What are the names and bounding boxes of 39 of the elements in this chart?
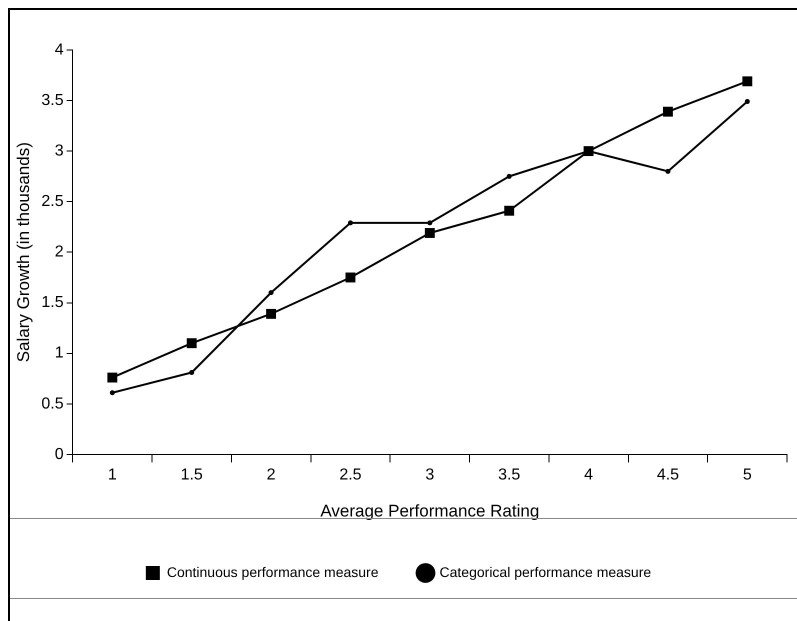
point bbox=[427, 220, 432, 226]
point bbox=[662, 106, 673, 117]
x-tick-label: 2.5 bbox=[339, 466, 362, 484]
y-tick-label: 3 bbox=[54, 142, 64, 160]
x-tick-label: 2 bbox=[266, 466, 276, 484]
legend-label: Continuous performance measure bbox=[166, 564, 379, 580]
point bbox=[424, 228, 435, 238]
point bbox=[742, 76, 752, 86]
y-tick-label: 2 bbox=[54, 244, 64, 261]
point bbox=[266, 308, 276, 319]
y-axis-title: Salary Growth (in thousands) bbox=[14, 142, 33, 362]
point bbox=[107, 372, 118, 383]
x-axis-title: Average Performance Rating bbox=[320, 501, 540, 520]
point bbox=[110, 390, 115, 396]
legend-label: Categorical performance measure bbox=[440, 564, 652, 580]
y-tick-label: 3.5 bbox=[41, 92, 64, 109]
y-tick-label: 2.5 bbox=[41, 193, 64, 210]
x-tick-label: 4.5 bbox=[656, 466, 680, 484]
x-tick-label: 3 bbox=[425, 466, 434, 484]
point bbox=[665, 168, 670, 174]
point bbox=[744, 99, 750, 104]
x-tick-label: 3.5 bbox=[498, 466, 520, 484]
point bbox=[584, 146, 594, 156]
y-tick-label: 4 bbox=[54, 41, 64, 58]
x-tick-label: 4 bbox=[584, 466, 594, 484]
x-tick-label: 1 bbox=[108, 466, 117, 484]
x-tick-label: 5 bbox=[742, 466, 752, 484]
y-tick-label: 0.5 bbox=[41, 395, 64, 412]
y-tick-label: 1 bbox=[54, 344, 64, 362]
point bbox=[189, 370, 194, 376]
point bbox=[504, 206, 514, 216]
x-tick-label: 1.5 bbox=[180, 466, 203, 484]
point bbox=[186, 338, 197, 348]
point bbox=[348, 220, 353, 226]
y-tick-label: 0 bbox=[54, 446, 64, 463]
point bbox=[506, 174, 512, 179]
point bbox=[268, 290, 274, 296]
y-tick-label: 1.5 bbox=[41, 294, 64, 312]
point bbox=[346, 272, 356, 282]
